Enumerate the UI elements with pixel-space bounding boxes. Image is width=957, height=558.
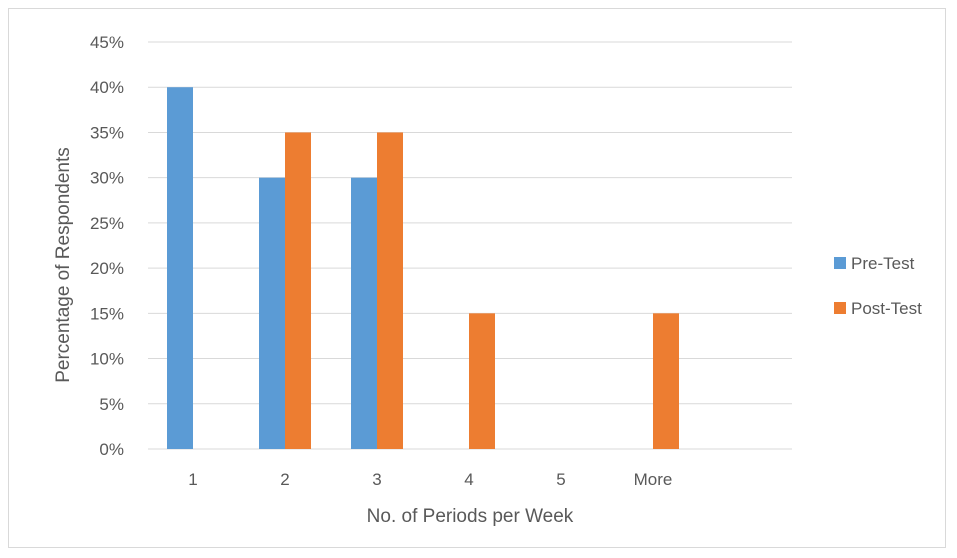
legend: Pre-Test Post-Test [834, 254, 922, 318]
y-tick-label: 45% [90, 33, 124, 52]
y-tick-label: 20% [90, 259, 124, 278]
x-tick-label: 2 [280, 470, 289, 489]
y-tick-label: 30% [90, 169, 124, 188]
bar-pre-test-2 [259, 177, 285, 449]
legend-swatch [834, 257, 846, 269]
bar-post-test-more [653, 313, 679, 449]
y-axis-title: Percentage of Respondents [53, 147, 74, 383]
x-axis-title: No. of Periods per Week [367, 506, 574, 527]
y-tick-label: 15% [90, 304, 124, 323]
bars [167, 87, 679, 449]
y-axis-tick-labels: 0% 5% 10% 15% 20% 25% 30% 35% 40% 45% [90, 33, 124, 459]
bar-post-test-4 [469, 313, 495, 449]
bar-post-test-3 [377, 132, 403, 449]
legend-swatch [834, 302, 846, 314]
legend-label: Post-Test [851, 299, 922, 318]
y-tick-label: 25% [90, 214, 124, 233]
gridlines [148, 41, 792, 450]
x-tick-label: More [634, 470, 673, 489]
y-tick-label: 35% [90, 123, 124, 142]
x-tick-label: 3 [372, 470, 381, 489]
bar-pre-test-3 [351, 177, 377, 449]
chart-area [8, 8, 946, 548]
bar-pre-test-1 [167, 87, 193, 449]
bar-post-test-2 [285, 132, 311, 449]
x-axis-tick-labels: 1 2 3 4 5 More [188, 470, 672, 489]
x-tick-label: 4 [464, 470, 473, 489]
y-tick-label: 0% [99, 440, 124, 459]
y-tick-label: 40% [90, 78, 124, 97]
x-tick-label: 5 [556, 470, 565, 489]
legend-label: Pre-Test [851, 254, 915, 273]
y-tick-label: 10% [90, 350, 124, 369]
x-tick-label: 1 [188, 470, 197, 489]
y-tick-label: 5% [99, 395, 124, 414]
